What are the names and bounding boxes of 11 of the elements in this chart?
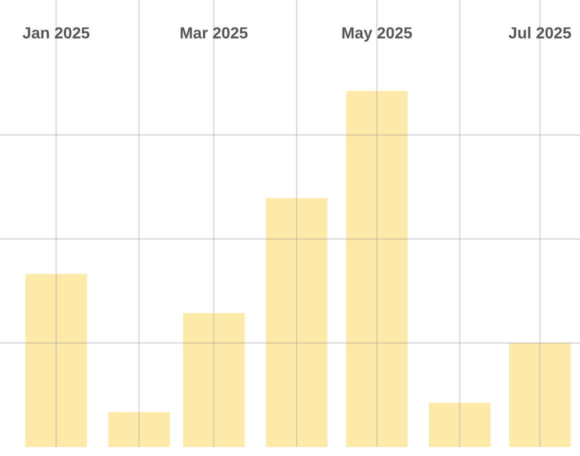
x-tick-label: Jan 2025	[22, 27, 90, 39]
bar	[266, 198, 328, 447]
x-tick-label: Mar 2025	[180, 27, 248, 39]
bar	[509, 343, 571, 447]
bar	[183, 313, 245, 447]
bar	[346, 91, 408, 447]
bar	[25, 274, 87, 447]
x-tick-label: Jul 2025	[508, 26, 571, 39]
bar	[108, 412, 170, 447]
x-tick-label: May 2025	[342, 27, 412, 42]
bar	[428, 402, 490, 447]
